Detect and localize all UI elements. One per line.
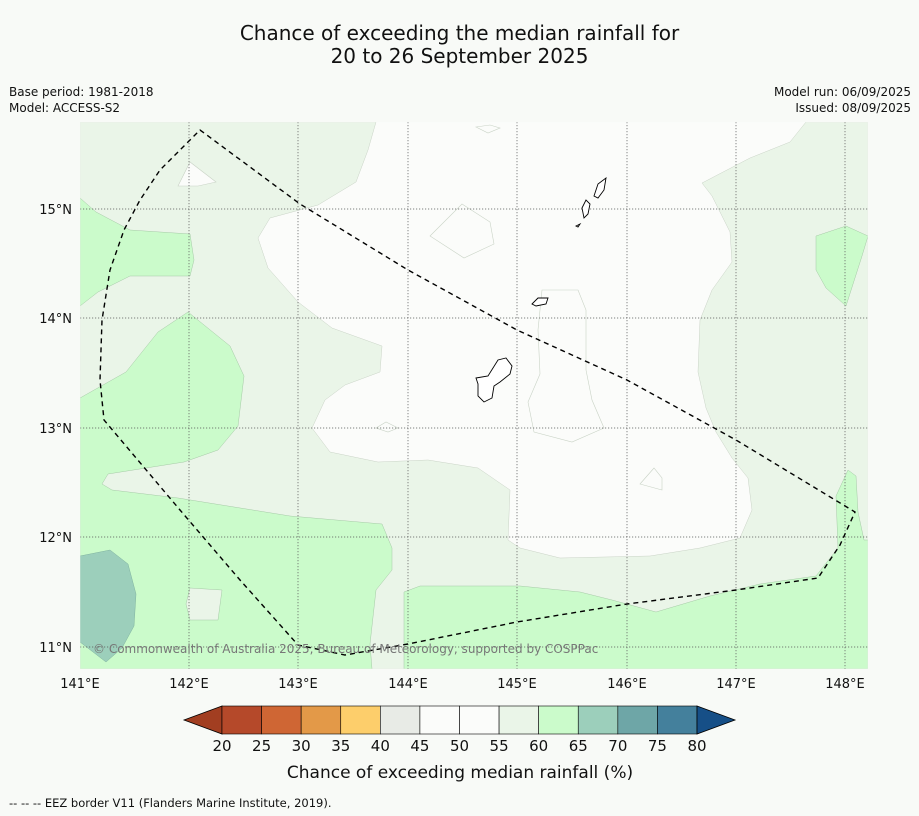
colorbar-segment bbox=[657, 705, 698, 735]
colorbar-segment bbox=[340, 705, 381, 735]
colorbar-segment bbox=[498, 705, 539, 735]
lon-tick-146: 146°E bbox=[607, 677, 647, 692]
colorbar-tick-label: 80 bbox=[687, 737, 706, 755]
lat-tick-15: 15°N bbox=[39, 203, 72, 218]
colorbar-segment bbox=[380, 705, 421, 735]
copyright-notice: © Commonwealth of Australia 2025, Bureau… bbox=[93, 642, 598, 656]
colorbar-tick-label: 75 bbox=[648, 737, 667, 755]
band-60-65-south bbox=[403, 469, 868, 669]
colorbar-segment bbox=[617, 705, 658, 735]
lon-tick-143: 143°E bbox=[278, 677, 318, 692]
colorbar-tick-label: 45 bbox=[410, 737, 429, 755]
island-saipan bbox=[593, 176, 607, 199]
model-run: Model run: 06/09/2025 bbox=[773, 85, 911, 99]
model-name: Model: ACCESS-S2 bbox=[9, 101, 121, 115]
colorbar-tick-label: 50 bbox=[450, 737, 469, 755]
colorbar-tick-label: 35 bbox=[331, 737, 350, 755]
lon-tick-142: 142°E bbox=[169, 677, 209, 692]
band-60-65-central-west bbox=[80, 311, 393, 669]
band-55-60-patch bbox=[185, 587, 223, 621]
contour-islet-6 bbox=[475, 124, 501, 134]
lat-tick-labels: 15°N 14°N 13°N 12°N 11°N bbox=[39, 203, 72, 656]
band-60-65-east bbox=[815, 225, 868, 307]
lon-tick-147: 147°E bbox=[716, 677, 756, 692]
contour-islet-2 bbox=[429, 203, 495, 259]
lat-tick-14: 14°N bbox=[39, 312, 72, 327]
colorbar-segment bbox=[261, 705, 302, 735]
island-tinian bbox=[581, 199, 591, 219]
colorbar-tick-label: 65 bbox=[569, 737, 588, 755]
colorbar-extend-high bbox=[696, 705, 737, 735]
lon-tick-148: 148°E bbox=[825, 677, 865, 692]
colorbar bbox=[182, 705, 737, 735]
map-frame bbox=[79, 121, 869, 670]
colorbar-tick-label: 30 bbox=[292, 737, 311, 755]
lat-tick-11: 11°N bbox=[39, 641, 72, 656]
colorbar-title: Chance of exceeding median rainfall (%) bbox=[287, 763, 633, 783]
colorbar-segment bbox=[221, 705, 262, 735]
colorbar-tick-label: 25 bbox=[252, 737, 271, 755]
lon-tick-141: 141°E bbox=[60, 677, 100, 692]
title-line-2: 20 to 26 September 2025 bbox=[330, 44, 589, 68]
island-aguijan bbox=[574, 222, 582, 228]
colorbar-segment bbox=[538, 705, 579, 735]
colorbar-tick-label: 60 bbox=[529, 737, 548, 755]
lon-tick-145: 145°E bbox=[497, 677, 537, 692]
gridlines bbox=[80, 122, 868, 669]
colorbar-segment bbox=[577, 705, 619, 735]
rainfall-probability-field bbox=[80, 122, 868, 669]
band-65-70-southwest bbox=[80, 549, 137, 663]
eez-border bbox=[99, 129, 856, 656]
colorbar-tick-label: 70 bbox=[608, 737, 627, 755]
contour-islet-1 bbox=[177, 161, 217, 187]
colorbar-extend-low bbox=[182, 705, 223, 735]
title-line-1: Chance of exceeding the median rainfall … bbox=[239, 21, 680, 45]
island-rota bbox=[531, 297, 549, 307]
colorbar-segment bbox=[459, 705, 500, 735]
meta-left: Base period: 1981-2018 Model: ACCESS-S2 bbox=[9, 84, 154, 116]
colorbar-tick-label: 55 bbox=[490, 737, 509, 755]
land-islands bbox=[475, 176, 607, 403]
meta-right: Model run: 06/09/2025 Issued: 08/09/2025 bbox=[774, 84, 911, 116]
issued-date: Issued: 08/09/2025 bbox=[795, 101, 911, 115]
chart-title: Chance of exceeding the median rainfall … bbox=[0, 22, 919, 68]
island-guam bbox=[475, 357, 513, 403]
colorbar-segment bbox=[419, 705, 460, 735]
base-period: Base period: 1981-2018 bbox=[9, 85, 154, 99]
map-figure: 15°N 14°N 13°N 12°N 11°N 141°E 142°E 143… bbox=[39, 121, 869, 783]
contour-islet-4 bbox=[639, 467, 663, 491]
lon-tick-labels: 141°E 142°E 143°E 144°E 145°E 146°E 147°… bbox=[60, 677, 865, 692]
eez-legend-note: -- -- -- EEZ border V11 (Flanders Marine… bbox=[9, 796, 332, 810]
lat-tick-13: 13°N bbox=[39, 422, 72, 437]
colorbar-tick-label: 20 bbox=[212, 737, 231, 755]
lon-tick-144: 144°E bbox=[388, 677, 428, 692]
colorbar-tick-labels: 20 25 30 35 40 45 50 55 60 65 70 75 80 bbox=[212, 737, 706, 755]
contour-islet-3 bbox=[527, 289, 605, 443]
lat-tick-12: 12°N bbox=[39, 531, 72, 546]
colorbar-segment bbox=[300, 705, 342, 735]
colorbar-tick-label: 40 bbox=[371, 737, 390, 755]
